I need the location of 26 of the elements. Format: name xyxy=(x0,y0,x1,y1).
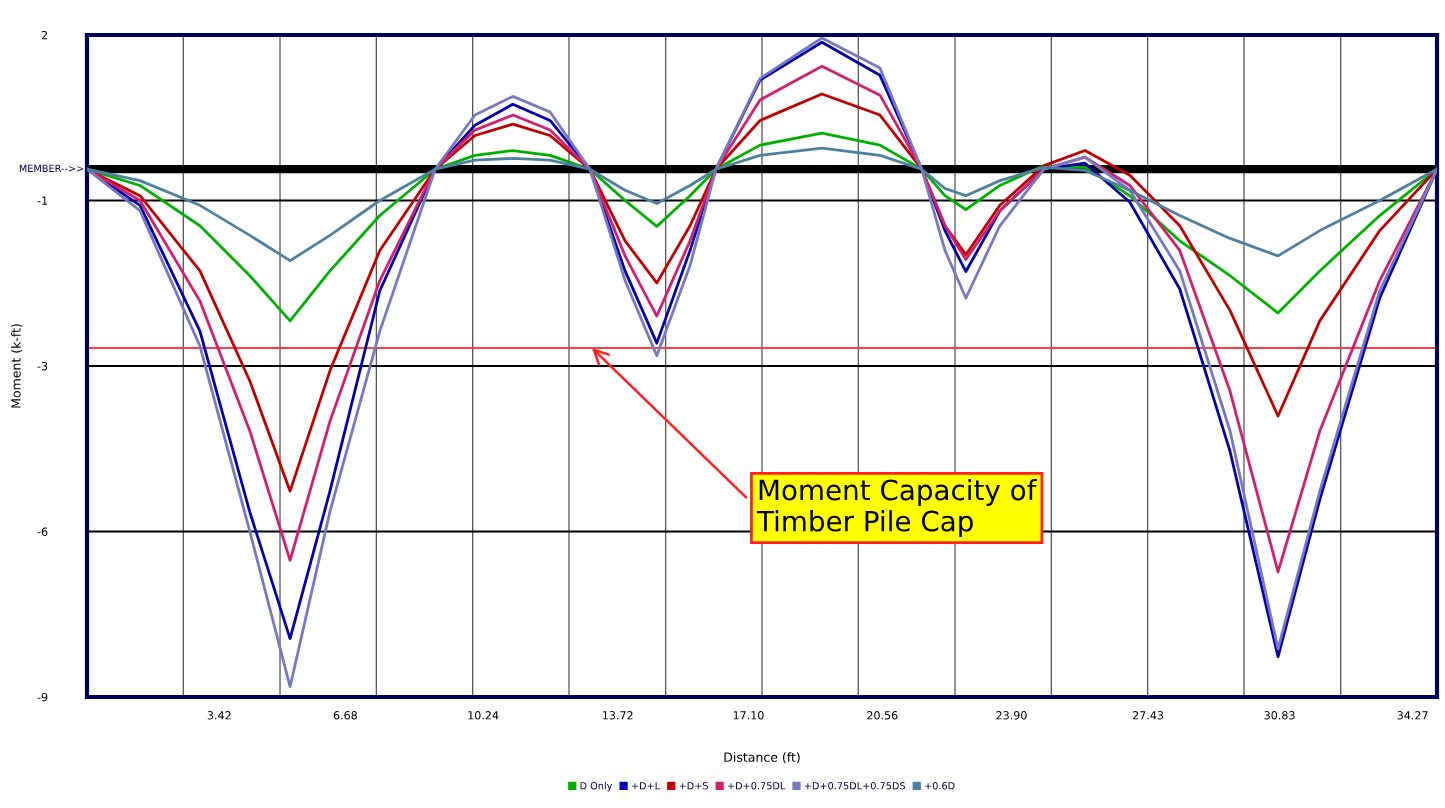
legend-label: +D+S xyxy=(679,782,708,790)
legend-label: D Only xyxy=(580,781,613,792)
y-tick-label: -1 xyxy=(37,196,48,205)
x-tick-label: 3.42 xyxy=(207,711,231,720)
x-tick-label: 23.90 xyxy=(996,711,1027,720)
x-tick-label: 17.10 xyxy=(733,711,764,720)
legend-label: +D+L xyxy=(631,782,661,790)
ref-line-label: MEMBER-->> xyxy=(19,164,84,172)
x-tick-label: 34.27 xyxy=(1397,711,1428,720)
legend-label: +0.6D xyxy=(925,782,955,790)
x-tick-label: 30.83 xyxy=(1264,711,1295,720)
y-tick-label: -6 xyxy=(37,527,48,536)
x-tick-label: 13.72 xyxy=(603,711,633,720)
legend-label: +D+0.75DL xyxy=(728,782,786,790)
line-series xyxy=(87,146,1437,263)
x-tick-label: 10.24 xyxy=(468,711,499,720)
x-axis-title: Distance (ft) xyxy=(724,752,800,764)
x-tick-label: 27.43 xyxy=(1132,711,1164,720)
y-tick-label: 2 xyxy=(41,30,47,40)
y-tick-label: -3 xyxy=(37,361,48,371)
x-tick-label: 6.68 xyxy=(333,711,358,720)
y-tick-label: -9 xyxy=(37,692,48,702)
ref-line-label: Moment Capacity of Timber Pile Cap xyxy=(756,479,1037,537)
y-axis-title: Moment (k-ft) xyxy=(11,324,23,408)
legend-label: +D+0.75DL+0.75DS xyxy=(804,782,906,790)
x-tick-label: 20.56 xyxy=(867,711,898,720)
